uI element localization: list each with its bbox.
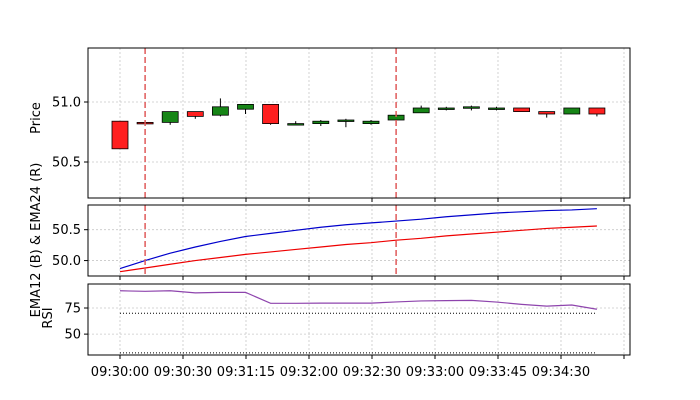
x-tick-label: 09:34:30: [532, 365, 590, 380]
x-tick-label: 09:30:00: [91, 365, 149, 380]
y-tick-label: 50.0: [52, 254, 81, 269]
x-tick-label: 09:32:30: [343, 365, 401, 380]
time-axis: 09:30:00 09:30:30 09:31:15 09:32:00 09:32:30…: [91, 365, 590, 380]
y-tick-label: 75: [64, 302, 81, 317]
series-line: [119, 208, 597, 270]
x-tick-label: 09:33:45: [469, 365, 527, 380]
candle-body: [161, 111, 179, 123]
candle-body: [362, 120, 380, 124]
candle-body: [111, 120, 129, 150]
y-tick-label: 50: [64, 328, 81, 343]
rsi-axis-label: RSI: [41, 307, 56, 328]
x-tick-label: 09:30:30: [154, 365, 212, 380]
candle-body: [437, 107, 455, 110]
ema-panel: 50.0 50.5: [52, 204, 631, 280]
panel-frame: [87, 204, 631, 277]
candle-body: [312, 120, 330, 124]
candle-body: [211, 106, 229, 116]
candle-body: [237, 104, 254, 110]
candle-body: [287, 123, 305, 126]
candle-body: [412, 107, 430, 114]
candle-body: [588, 107, 606, 115]
panel-frame: [87, 47, 631, 199]
candle-body: [488, 107, 505, 110]
y-tick-label: 50.5: [52, 223, 81, 238]
price-axis-label: Price: [29, 102, 44, 134]
series-line: [119, 290, 598, 310]
candle-body: [262, 104, 280, 125]
rsi-panel: 50 75: [64, 283, 631, 359]
candle-body: [538, 111, 556, 115]
series-line: [119, 225, 597, 273]
x-tick-label: 09:33:00: [406, 365, 464, 380]
candle-body: [563, 107, 581, 115]
x-tick-label: 09:31:15: [217, 365, 275, 380]
ema-axis-label: EMA12 (B) & EMA24 (R): [29, 163, 44, 318]
y-tick-label: 50.5: [52, 156, 81, 171]
candle-body: [462, 106, 480, 109]
price-panel: 50.5 51.0: [52, 47, 631, 202]
candle-body: [337, 119, 355, 122]
y-tick-label: 51.0: [52, 96, 81, 111]
panel-frame: [87, 283, 631, 356]
x-tick-label: 09:32:00: [280, 365, 338, 380]
candle-body: [513, 107, 530, 112]
candle-body: [186, 111, 204, 117]
